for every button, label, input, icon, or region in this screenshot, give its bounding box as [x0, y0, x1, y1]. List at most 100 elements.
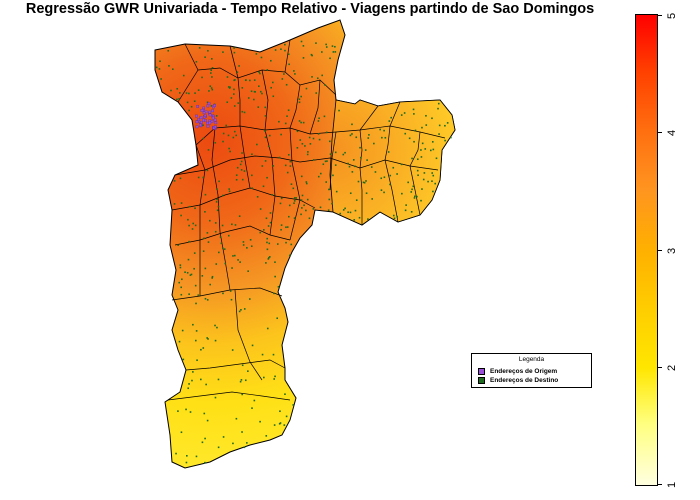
destination-point [237, 102, 239, 104]
destination-point [334, 151, 337, 154]
destination-point [279, 422, 282, 424]
destination-point [301, 142, 304, 145]
destination-point [400, 163, 403, 166]
destination-point [189, 411, 192, 413]
destination-point [192, 371, 194, 373]
destination-point [204, 297, 207, 300]
origin-swatch-icon [478, 368, 485, 375]
origin-point [213, 118, 217, 122]
destination-point [258, 71, 260, 74]
destination-point [354, 209, 357, 212]
destination-point [179, 266, 182, 269]
origin-point [199, 116, 203, 119]
origin-point [213, 125, 217, 129]
destination-point [379, 128, 381, 131]
destination-point [267, 225, 270, 227]
destination-point [231, 223, 233, 226]
destination-point [272, 165, 275, 167]
origin-point [208, 110, 212, 114]
destination-point [204, 56, 206, 58]
destination-point [155, 66, 158, 69]
destination-point [273, 378, 276, 380]
destination-point [413, 197, 416, 199]
destination-point [224, 262, 227, 265]
destination-point [232, 255, 234, 257]
destination-point [324, 84, 327, 86]
destination-point [307, 151, 309, 153]
destination-point [362, 181, 365, 184]
destination-point [365, 192, 368, 195]
destination-point [301, 194, 304, 197]
destination-point [414, 129, 417, 132]
destination-point [266, 327, 269, 330]
origin-point [212, 126, 216, 130]
destination-point [233, 88, 235, 91]
destination-point [434, 182, 437, 185]
colorbar-tick [657, 366, 662, 368]
destination-point [216, 209, 219, 212]
destination-point [193, 100, 196, 103]
destination-point [247, 370, 249, 372]
destination-point [261, 353, 264, 356]
destination-point [281, 78, 284, 80]
colorbar-tick [657, 132, 662, 134]
destination-point [300, 121, 302, 124]
destination-point [229, 150, 231, 153]
destination-point [182, 74, 185, 77]
destination-point [274, 49, 277, 51]
destination-point [241, 178, 244, 181]
destination-point [186, 454, 188, 457]
destination-point [264, 115, 267, 117]
destination-point [228, 190, 231, 193]
destination-point [352, 159, 355, 161]
destination-point [226, 76, 229, 78]
destination-point [204, 267, 207, 270]
origin-point [210, 120, 214, 123]
destination-point [319, 172, 322, 175]
destination-point [227, 234, 230, 237]
destination-point [186, 101, 189, 104]
destination-point [286, 115, 288, 117]
destination-point [253, 90, 256, 93]
destination-point [355, 136, 358, 139]
destination-point [231, 349, 234, 351]
destination-point [404, 209, 407, 212]
destination-point [383, 191, 385, 194]
destination-point [425, 124, 428, 126]
destination-point [264, 130, 266, 132]
destination-point [211, 58, 213, 60]
destination-point [431, 172, 434, 174]
destination-point [214, 230, 217, 233]
destination-point [423, 172, 426, 174]
destination-point [432, 190, 434, 193]
destination-point [334, 164, 337, 166]
destination-point [335, 190, 338, 193]
destination-point [178, 98, 180, 100]
destination-point [180, 286, 183, 289]
destination-point [264, 160, 267, 162]
destination-point [235, 417, 238, 420]
destination-point [215, 201, 218, 203]
destination-point [338, 109, 340, 112]
destination-point [191, 228, 194, 230]
destination-point [367, 137, 370, 139]
destination-point [323, 115, 326, 118]
destination-point [201, 441, 204, 444]
colorbar-tick-label: 3 [666, 247, 678, 254]
destination-point [401, 192, 403, 195]
destination-point [201, 275, 204, 277]
destination-point [328, 198, 331, 201]
origin-point [195, 125, 199, 129]
destination-point [160, 78, 162, 80]
destination-point [312, 137, 315, 140]
destination-point [349, 134, 352, 137]
destination-point [197, 294, 200, 296]
destination-point [204, 437, 206, 440]
destination-point [373, 142, 375, 145]
destination-point [315, 42, 317, 44]
destination-point [268, 256, 271, 258]
destination-point [284, 164, 287, 167]
map-title: Regressão GWR Univariada - Tempo Relativ… [25, 1, 595, 17]
destination-point [185, 92, 188, 94]
destination-point [251, 344, 254, 347]
